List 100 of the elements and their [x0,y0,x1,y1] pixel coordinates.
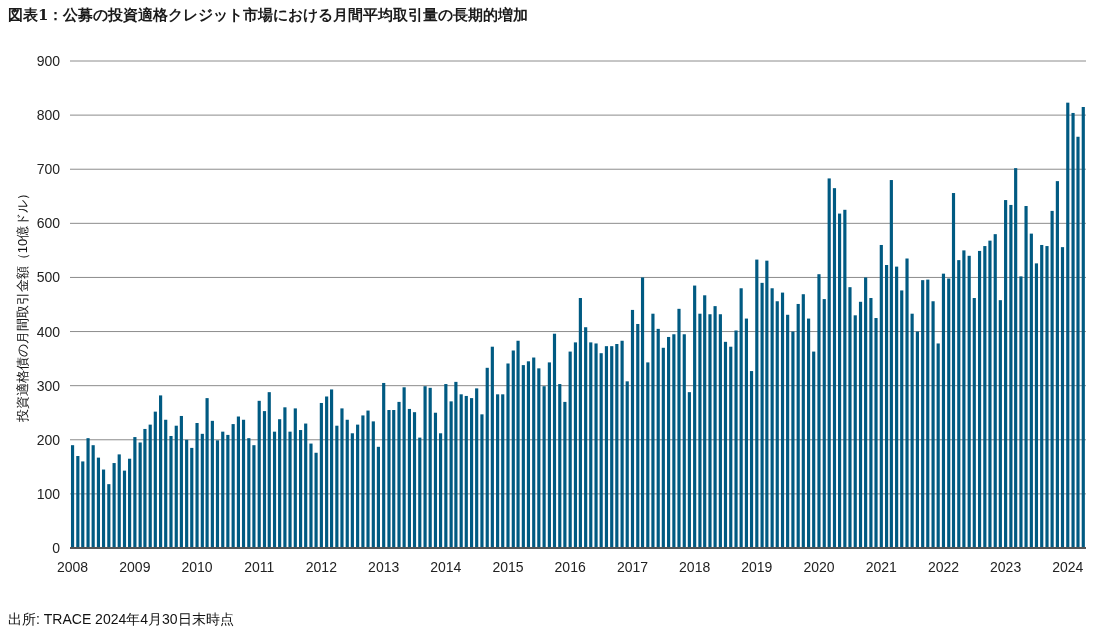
bar [496,394,500,548]
bar [879,244,883,548]
chart-title: 図表1：公募の投資適格クレジット市場における月間平均取引量の長期的増加 [8,6,529,24]
bar [791,331,795,548]
bar [1004,200,1008,548]
bar [936,343,940,548]
bar [262,411,267,548]
x-tick-label: 2009 [119,559,151,575]
bar [200,433,204,548]
bar [148,424,152,548]
bar [1045,246,1049,548]
bar [947,278,951,548]
bar [620,340,624,548]
bar [926,279,930,548]
bar [885,265,889,548]
bar [537,368,541,548]
bar [319,402,323,548]
bar [1066,102,1070,548]
bar [179,415,183,548]
bar [210,420,214,548]
bar [755,259,759,548]
bar [941,273,946,548]
bar [869,298,873,548]
bar [889,180,893,548]
bar [615,344,619,548]
bar [718,314,722,548]
bar [864,277,868,548]
y-tick-label: 300 [36,377,61,394]
bar [382,382,386,548]
x-tick-label: 2021 [865,559,898,575]
x-tick-label: 2022 [927,559,960,575]
bar [1040,244,1044,548]
bar [589,342,593,548]
bar [521,365,525,548]
bar [506,363,510,548]
bar [667,336,671,548]
bar [682,334,686,548]
bar [796,303,800,548]
y-tick-label: 700 [36,161,61,178]
bar [962,250,966,548]
bar [428,387,432,548]
bar [625,381,629,548]
bar [542,386,546,548]
x-tick-label: 2012 [305,559,338,575]
bar [1050,210,1054,548]
y-axis-title: 投資適格債の月間取引金額（10億ドル） [15,186,30,424]
bar [568,351,572,548]
bar [822,299,826,548]
bar [231,424,235,548]
bar [1014,168,1018,548]
bar [656,328,660,548]
bar [169,435,173,548]
y-tick-label: 500 [36,269,61,286]
bar [70,445,75,548]
x-tick-label: 2018 [679,559,711,575]
bar [993,234,997,548]
bar [185,439,189,548]
bar [853,315,857,548]
y-tick-label: 900 [36,53,61,69]
bar [490,346,494,548]
x-tick-label: 2010 [181,559,213,575]
bar [921,280,925,548]
bar [563,401,567,548]
bar [957,260,961,548]
bar [801,294,805,548]
y-tick-label: 800 [36,107,61,124]
bar [236,416,241,548]
bar [672,334,676,548]
bar [221,431,225,548]
bar [1060,247,1065,548]
bar [153,411,157,548]
bar [951,193,956,548]
bar [330,389,334,548]
bar [81,461,85,548]
bar [967,255,971,548]
bar [128,458,132,548]
bar [931,301,935,548]
bar [350,433,354,548]
bar [915,331,919,548]
bar [387,410,391,548]
bar [444,384,448,548]
bar [195,423,199,548]
bar [972,298,976,548]
bar [122,470,127,548]
x-tick-label: 2015 [492,559,524,575]
bar [205,398,209,548]
bar [573,342,578,548]
bar [143,428,147,548]
bar [558,384,562,548]
bar [159,395,163,548]
bar [1055,181,1059,548]
bar [376,446,380,548]
bar [469,398,474,548]
x-tick-label: 2014 [430,559,462,575]
bar [770,288,774,548]
text: 出所: TRACE 2024年4月30日末時点 [8,611,234,627]
bar [636,323,640,548]
bar [501,394,505,548]
bar [807,318,811,548]
bar [677,308,681,548]
